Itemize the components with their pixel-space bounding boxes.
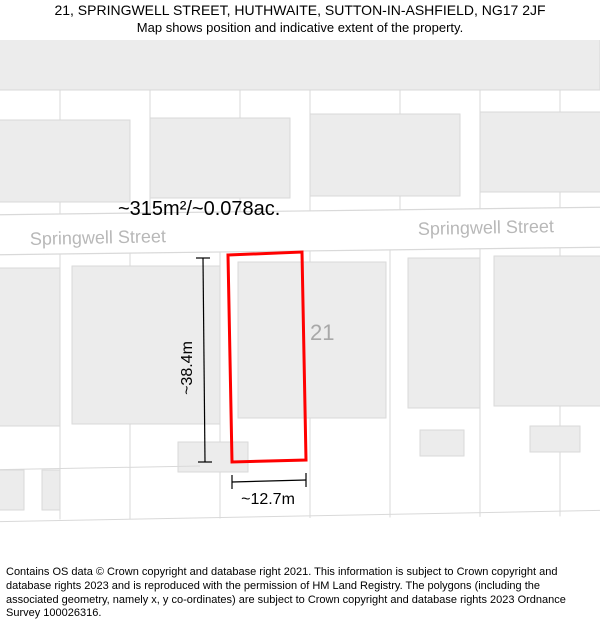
building-block	[420, 430, 464, 456]
map-svg: Springwell Street Springwell Street 21 ~…	[0, 40, 600, 550]
house-number: 21	[310, 320, 334, 345]
area-label: ~315m²/~0.078ac.	[118, 198, 280, 221]
dim-height-label: ~38.4m	[179, 341, 196, 395]
page-root: 21, SPRINGWELL STREET, HUTHWAITE, SUTTON…	[0, 0, 600, 625]
building-block	[0, 268, 60, 426]
building-block	[480, 112, 600, 192]
header: 21, SPRINGWELL STREET, HUTHWAITE, SUTTON…	[0, 2, 600, 35]
building-block	[178, 442, 248, 472]
building-block	[310, 114, 460, 196]
buildings-bottom	[0, 256, 600, 426]
building-block	[42, 470, 60, 510]
building-block	[494, 256, 600, 406]
building-block	[530, 426, 580, 452]
map-area: Springwell Street Springwell Street 21 ~…	[0, 40, 600, 550]
footer-attribution: Contains OS data © Crown copyright and d…	[6, 566, 594, 621]
street-label-right: Springwell Street	[418, 216, 554, 239]
building-block	[150, 118, 290, 198]
page-title: 21, SPRINGWELL STREET, HUTHWAITE, SUTTON…	[0, 2, 600, 18]
street-label-left: Springwell Street	[30, 226, 166, 249]
building-block	[0, 470, 24, 510]
building-block	[0, 40, 600, 90]
building-block	[0, 120, 130, 202]
building-block	[72, 266, 220, 424]
building-block	[408, 258, 480, 408]
page-subtitle: Map shows position and indicative extent…	[0, 20, 600, 35]
dim-width-label: ~12.7m	[241, 491, 295, 508]
